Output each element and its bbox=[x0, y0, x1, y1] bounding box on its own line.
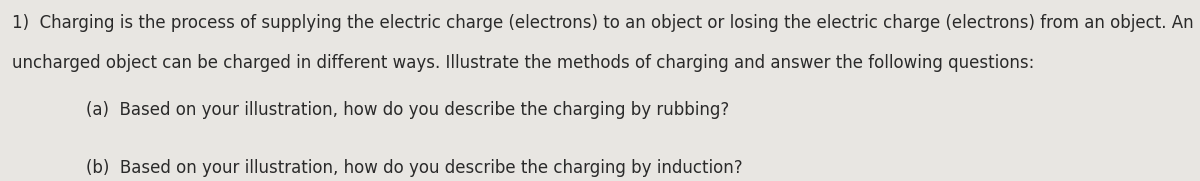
Text: (b)  Based on your illustration, how do you describe the charging by induction?: (b) Based on your illustration, how do y… bbox=[86, 159, 743, 177]
Text: (a)  Based on your illustration, how do you describe the charging by rubbing?: (a) Based on your illustration, how do y… bbox=[86, 101, 730, 119]
Text: 1)  Charging is the process of supplying the electric charge (electrons) to an o: 1) Charging is the process of supplying … bbox=[12, 14, 1194, 32]
Text: uncharged object can be charged in different ways. Illustrate the methods of cha: uncharged object can be charged in diffe… bbox=[12, 54, 1034, 72]
